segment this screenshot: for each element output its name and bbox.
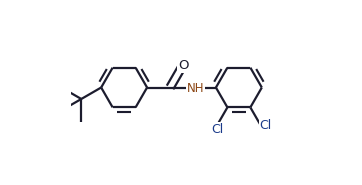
Text: Cl: Cl xyxy=(260,119,272,132)
Text: O: O xyxy=(178,59,188,72)
Text: NH: NH xyxy=(187,82,204,95)
Text: Cl: Cl xyxy=(211,123,223,136)
